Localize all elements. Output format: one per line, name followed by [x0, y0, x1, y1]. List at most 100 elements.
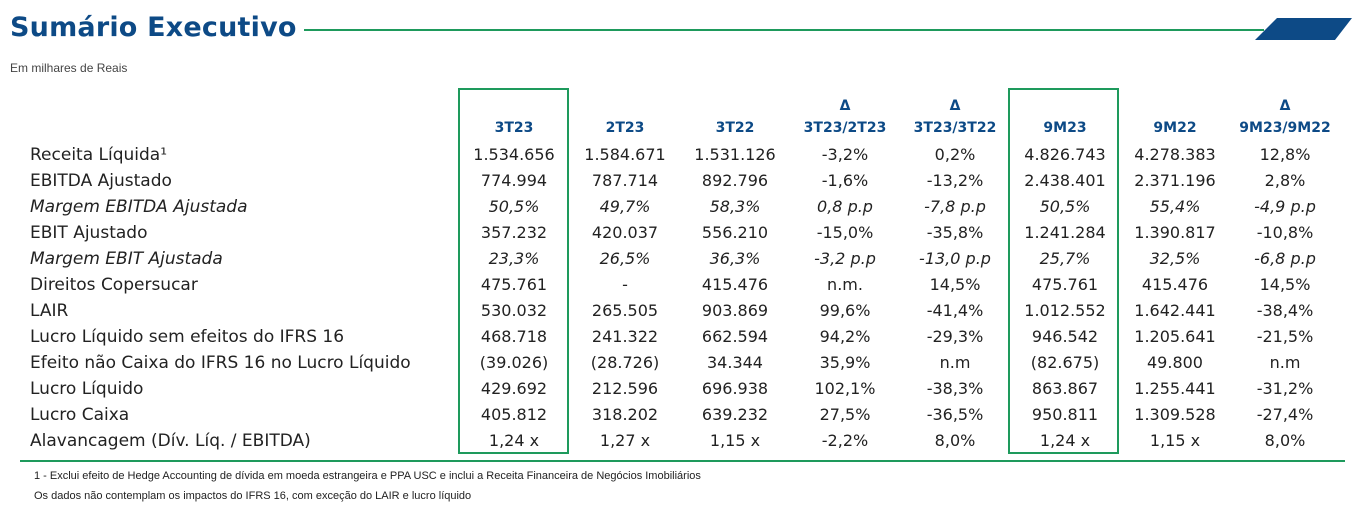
table-cell: -41,4%	[926, 301, 984, 320]
table-cell: 1,15 x	[709, 431, 761, 450]
table-cell: 1,24 x	[1039, 431, 1091, 450]
row-label: Lucro Líquido sem efeitos do IFRS 16	[30, 327, 345, 347]
table-cell: -29,3%	[926, 327, 984, 346]
table-cell: 0,2%	[934, 145, 976, 164]
table-cell: 415.476	[1141, 275, 1209, 294]
table-cell: 55,4%	[1149, 197, 1201, 216]
table-cell: -10,8%	[1256, 223, 1314, 242]
table-cell: 23,3%	[488, 249, 540, 268]
column-header-text: Δ	[949, 98, 961, 114]
table-cell: 212.596	[591, 379, 659, 398]
table-cell: 50,5%	[488, 197, 540, 216]
table-cell: 774.994	[480, 171, 548, 190]
footnote-1: 1 - Exclui efeito de Hedge Accounting de…	[34, 470, 701, 482]
table-cell: -38,3%	[926, 379, 984, 398]
table-cell: -3,2%	[821, 145, 869, 164]
table-cell: 36,3%	[709, 249, 761, 268]
column-header: 9M23	[1010, 88, 1120, 141]
table-cell: 0,8 p.p	[817, 197, 873, 216]
table-cell: -1,6%	[821, 171, 869, 190]
table-cell: 1.642.441	[1134, 301, 1216, 320]
highlight-box-3t23	[458, 88, 569, 454]
table-cell: 12,8%	[1259, 145, 1311, 164]
table-cell: 2,8%	[1264, 171, 1306, 190]
table-cell: 26,5%	[599, 249, 651, 268]
table-cell: 8,0%	[934, 431, 976, 450]
table-cell: (82.675)	[1030, 353, 1100, 372]
column-header: 3T23	[459, 88, 569, 141]
table-cell: 8,0%	[1264, 431, 1306, 450]
table-cell: 14,5%	[1259, 275, 1311, 294]
row-label: Lucro Líquido	[30, 379, 144, 399]
table-cell: 35,9%	[819, 353, 871, 372]
table-cell: 475.761	[480, 275, 548, 294]
table-cell: -27,4%	[1256, 405, 1314, 424]
table-cell: 50,5%	[1039, 197, 1091, 216]
table-cell: 318.202	[591, 405, 659, 424]
table-cell: 2.371.196	[1134, 171, 1216, 190]
table-cell: -	[622, 275, 628, 294]
table-cell: 903.869	[701, 301, 769, 320]
table-cell: 1.012.552	[1024, 301, 1106, 320]
table-cell: 14,5%	[929, 275, 981, 294]
row-label: Margem EBIT Ajustada	[30, 249, 223, 269]
table-cell: -13,2%	[926, 171, 984, 190]
title-accent-shape	[1255, 18, 1352, 40]
table-cell: -31,2%	[1256, 379, 1314, 398]
row-label: Alavancagem (Dív. Líq. / EBITDA)	[30, 431, 311, 451]
table-cell: 1,15 x	[1149, 431, 1201, 450]
table-cell: (28.726)	[590, 353, 660, 372]
row-label: Lucro Caixa	[30, 405, 130, 425]
table-cell: -13,0 p.p	[919, 249, 991, 268]
table-cell: 1.531.126	[694, 145, 776, 164]
column-header-text: 9M23/9M22	[1239, 120, 1331, 136]
page-title: Sumário Executivo	[10, 12, 297, 43]
title-divider	[304, 29, 1264, 31]
column-header: 3T22	[680, 88, 790, 141]
row-label: Receita Líquida¹	[30, 145, 168, 165]
table-cell: 2.438.401	[1024, 171, 1106, 190]
table-cell: 1.205.641	[1134, 327, 1216, 346]
table-cell: 241.322	[591, 327, 659, 346]
footer-divider	[20, 460, 1345, 462]
row-label: LAIR	[30, 301, 69, 321]
table-cell: 49,7%	[599, 197, 651, 216]
row-label: Margem EBITDA Ajustada	[30, 197, 248, 217]
table-cell: 99,6%	[819, 301, 871, 320]
table-cell: 429.692	[480, 379, 548, 398]
table-cell: 415.476	[701, 275, 769, 294]
table-cell: 1.584.671	[584, 145, 666, 164]
table-cell: 696.938	[701, 379, 769, 398]
table-cell: (39.026)	[479, 353, 549, 372]
table-cell: 265.505	[591, 301, 659, 320]
row-label: EBITDA Ajustado	[30, 171, 172, 191]
table-cell: -7,8 p.p	[924, 197, 986, 216]
table-cell: 32,5%	[1149, 249, 1201, 268]
table-cell: -6,8 p.p	[1254, 249, 1316, 268]
table-cell: 102,1%	[814, 379, 876, 398]
highlight-box-9m23	[1008, 88, 1119, 454]
column-header: 2T23	[570, 88, 680, 141]
table-cell: 1.390.817	[1134, 223, 1216, 242]
table-cell: 1.309.528	[1134, 405, 1216, 424]
table-cell: 49.800	[1147, 353, 1203, 372]
table-cell: 662.594	[701, 327, 769, 346]
table-cell: 1,27 x	[599, 431, 651, 450]
table-cell: -21,5%	[1256, 327, 1314, 346]
table-cell: 34.344	[707, 353, 763, 372]
table-cell: 787.714	[591, 171, 659, 190]
table-cell: 639.232	[701, 405, 769, 424]
table-cell: 4.278.383	[1134, 145, 1216, 164]
row-label: Direitos Copersucar	[30, 275, 198, 295]
table-cell: -15,0%	[816, 223, 874, 242]
table-cell: 1.255.441	[1134, 379, 1216, 398]
units-subtitle: Em milhares de Reais	[10, 61, 128, 75]
table-cell: n.m	[1269, 353, 1301, 372]
table-cell: -4,9 p.p	[1254, 197, 1316, 216]
table-cell: 468.718	[480, 327, 548, 346]
column-header-text: 3T22	[715, 120, 755, 136]
table-cell: 950.811	[1031, 405, 1099, 424]
column-header-text: Δ	[839, 98, 851, 114]
table-cell: 27,5%	[819, 405, 871, 424]
table-cell: 1.241.284	[1024, 223, 1106, 242]
